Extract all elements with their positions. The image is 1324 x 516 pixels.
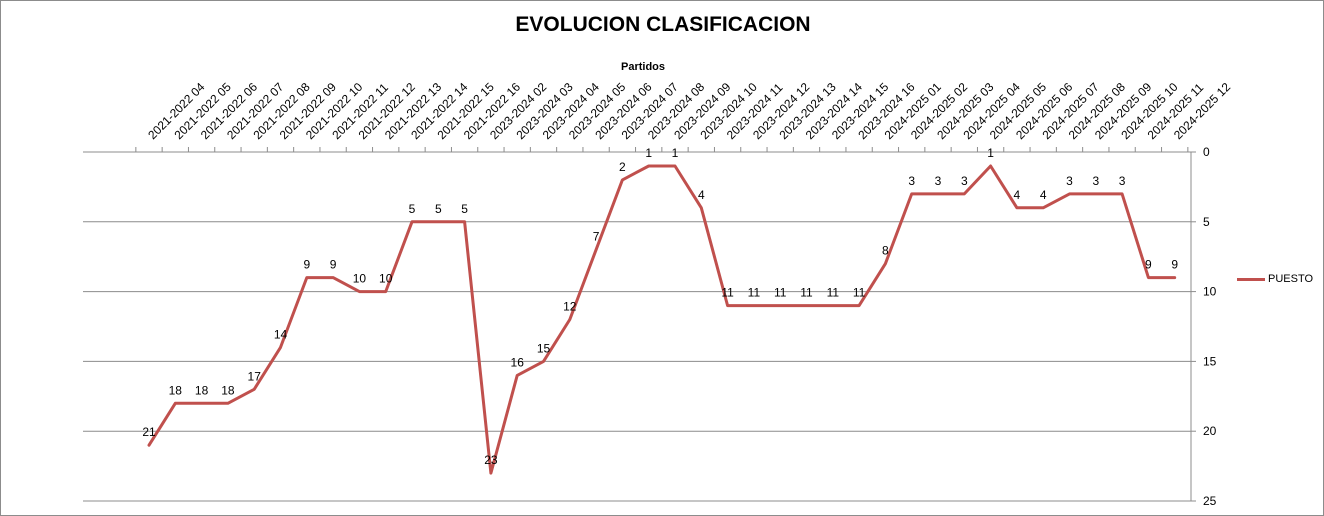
data-label: 18 bbox=[195, 383, 209, 397]
chart-title: EVOLUCION CLASIFICACION bbox=[515, 13, 811, 36]
data-point bbox=[1173, 276, 1177, 280]
data-label: 1 bbox=[987, 146, 994, 160]
data-point bbox=[463, 220, 467, 224]
data-label: 11 bbox=[827, 286, 840, 300]
data-label: 4 bbox=[698, 188, 705, 202]
data-label: 9 bbox=[1171, 258, 1178, 272]
data-label: 11 bbox=[748, 286, 761, 300]
data-label: 5 bbox=[435, 202, 442, 216]
data-label: 15 bbox=[537, 341, 551, 355]
data-point bbox=[752, 304, 756, 308]
data-label: 1 bbox=[672, 146, 679, 160]
data-label: 3 bbox=[908, 174, 915, 188]
data-label: 3 bbox=[1066, 174, 1073, 188]
data-label: 4 bbox=[1014, 188, 1021, 202]
data-label: 3 bbox=[961, 174, 968, 188]
data-label: 12 bbox=[563, 300, 577, 314]
data-label: 10 bbox=[379, 272, 393, 286]
data-label: 10 bbox=[353, 272, 367, 286]
data-point bbox=[147, 443, 151, 447]
data-point bbox=[568, 318, 572, 322]
data-point bbox=[331, 276, 335, 280]
data-label: 17 bbox=[248, 369, 262, 383]
data-point bbox=[279, 345, 283, 349]
legend: PUESTO bbox=[1237, 273, 1313, 285]
data-label: 11 bbox=[853, 286, 866, 300]
data-label: 3 bbox=[935, 174, 942, 188]
data-label: 7 bbox=[593, 230, 600, 244]
data-point bbox=[857, 304, 861, 308]
data-point bbox=[1015, 206, 1019, 210]
data-label: 23 bbox=[484, 453, 498, 467]
data-point bbox=[542, 359, 546, 363]
data-point bbox=[1068, 192, 1072, 196]
data-label: 14 bbox=[274, 327, 288, 341]
data-point bbox=[410, 220, 414, 224]
data-label: 3 bbox=[1092, 174, 1099, 188]
data-point bbox=[594, 248, 598, 252]
data-point bbox=[620, 178, 624, 182]
y-tick-label: 10 bbox=[1203, 285, 1217, 299]
series-line-puesto bbox=[147, 164, 1177, 475]
x-axis-title: Partidos bbox=[620, 61, 665, 73]
data-label: 9 bbox=[1145, 258, 1152, 272]
data-label: 9 bbox=[303, 258, 310, 272]
data-point bbox=[910, 192, 914, 196]
data-point bbox=[726, 304, 730, 308]
data-point bbox=[252, 387, 256, 391]
data-point bbox=[831, 304, 835, 308]
data-point bbox=[226, 401, 230, 405]
data-point bbox=[357, 290, 361, 294]
y-tick-label: 25 bbox=[1203, 494, 1217, 508]
data-label: 2 bbox=[619, 160, 626, 174]
data-label: 4 bbox=[1040, 188, 1047, 202]
data-label: 18 bbox=[169, 383, 183, 397]
legend-swatch-puesto bbox=[1237, 277, 1265, 281]
data-point bbox=[1120, 192, 1124, 196]
data-label: 11 bbox=[774, 286, 787, 300]
data-label: 1 bbox=[645, 146, 652, 160]
data-label: 11 bbox=[721, 286, 734, 300]
data-label: 8 bbox=[882, 244, 889, 258]
y-tick-label: 5 bbox=[1203, 215, 1210, 229]
data-label: 5 bbox=[409, 202, 416, 216]
data-point bbox=[936, 192, 940, 196]
y-tick-label: 15 bbox=[1203, 354, 1217, 368]
data-point bbox=[1041, 206, 1045, 210]
data-label: 11 bbox=[800, 286, 813, 300]
data-point bbox=[673, 164, 677, 168]
legend-label-puesto: PUESTO bbox=[1268, 273, 1314, 285]
data-point bbox=[989, 164, 993, 168]
data-point bbox=[200, 401, 204, 405]
data-label: 18 bbox=[221, 383, 235, 397]
data-point bbox=[883, 262, 887, 266]
data-point bbox=[778, 304, 782, 308]
data-point bbox=[173, 401, 177, 405]
data-label: 3 bbox=[1119, 174, 1126, 188]
data-point bbox=[305, 276, 309, 280]
data-point bbox=[1094, 192, 1098, 196]
data-point bbox=[436, 220, 440, 224]
data-point bbox=[699, 206, 703, 210]
data-point bbox=[647, 164, 651, 168]
y-tick-label: 20 bbox=[1203, 424, 1217, 438]
data-label: 9 bbox=[330, 258, 337, 272]
data-label: 21 bbox=[142, 425, 156, 439]
data-label: 16 bbox=[511, 355, 525, 369]
data-point bbox=[1146, 276, 1150, 280]
data-point bbox=[962, 192, 966, 196]
data-label: 5 bbox=[461, 202, 468, 216]
data-point bbox=[384, 290, 388, 294]
y-tick-label: 0 bbox=[1203, 145, 1210, 159]
data-point bbox=[489, 471, 493, 475]
data-point bbox=[515, 373, 519, 377]
data-point bbox=[805, 304, 809, 308]
